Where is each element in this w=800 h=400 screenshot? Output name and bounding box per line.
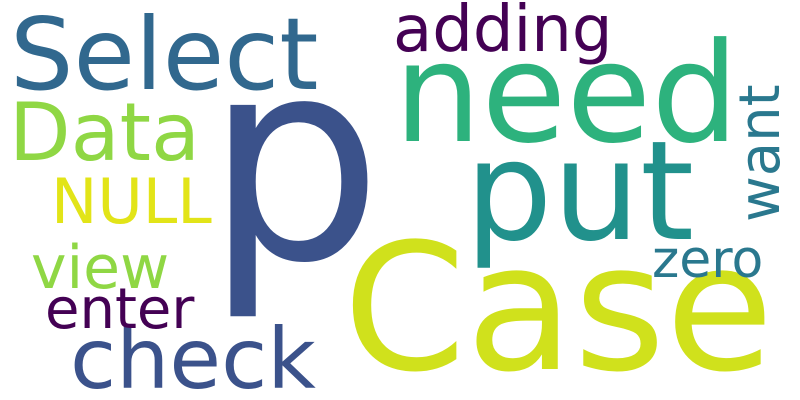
word-case: Case [343, 206, 774, 400]
word-view: view [31, 233, 170, 303]
word-null: NULL [51, 165, 212, 238]
word-select: Select [10, 0, 319, 113]
word-zero: zero [652, 230, 764, 290]
word-enter: enter [45, 277, 195, 342]
word-adding: adding [393, 0, 613, 67]
word-check: check [70, 310, 316, 400]
word-p: p [205, 0, 383, 325]
word-want: want [728, 84, 793, 222]
word-put: put [465, 111, 695, 272]
word-need: need [394, 13, 739, 174]
word-data: Data [9, 86, 201, 179]
